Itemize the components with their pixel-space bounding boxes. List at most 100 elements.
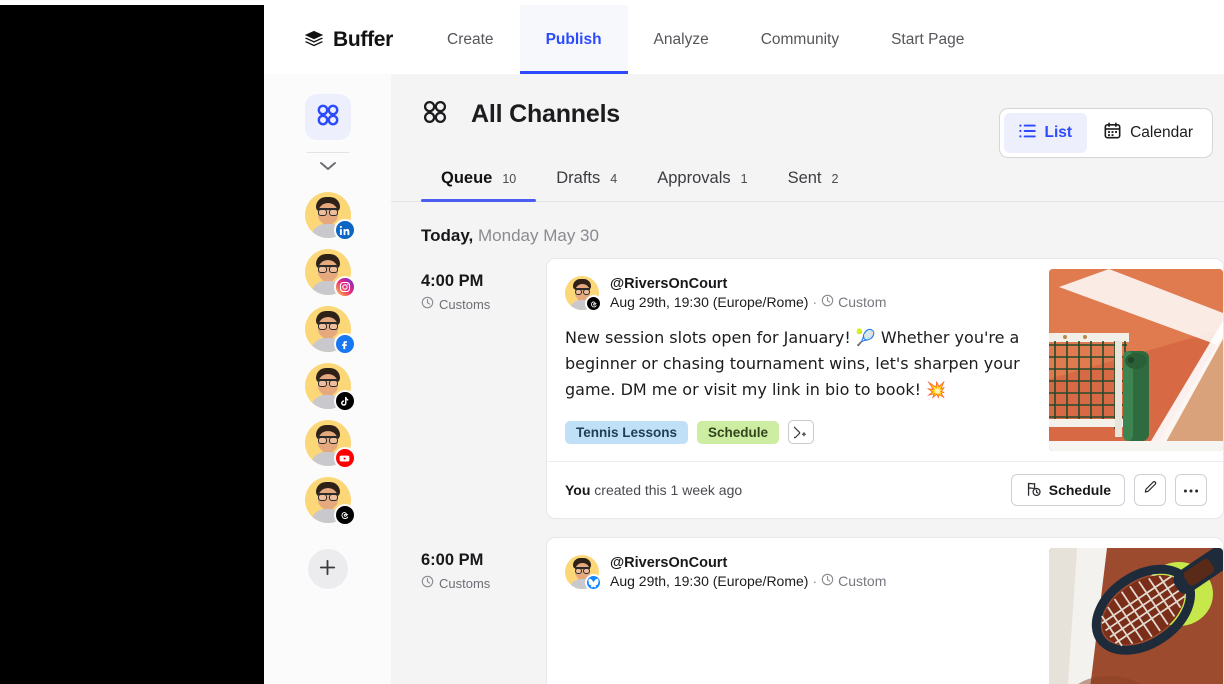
post-custom-badge: Custom xyxy=(821,294,886,310)
brand-name: Buffer xyxy=(333,27,394,51)
tennis-court-net-photo xyxy=(1049,269,1223,451)
tiktok-icon xyxy=(333,390,356,412)
clock-icon xyxy=(421,575,434,591)
tab-queue-label: Queue xyxy=(441,169,493,187)
post-tag[interactable]: Schedule xyxy=(697,420,780,444)
sidebar-divider xyxy=(306,152,349,153)
day-header: Today, Monday May 30 xyxy=(391,202,1224,258)
page-title: All Channels xyxy=(471,100,621,128)
sidebar-channel-instagram[interactable] xyxy=(304,249,356,298)
flag-clock-icon xyxy=(1025,481,1041,500)
post-time-sub-label: Customs xyxy=(439,575,491,591)
post-card[interactable]: @RiversOnCourt Aug 29th, 19:30 (Europe/R… xyxy=(546,258,1224,519)
post-image-wrap[interactable] xyxy=(1049,259,1223,461)
post-footer-detail: created this 1 week ago xyxy=(594,482,743,498)
day-header-today: Today, xyxy=(421,226,474,245)
post-time-block: 4:00 PM Customs xyxy=(421,258,546,519)
post-meta: Aug 29th, 19:30 (Europe/Rome) · Custom xyxy=(610,573,886,589)
tab-sent-count: 2 xyxy=(831,172,839,186)
instagram-icon xyxy=(333,276,356,298)
main-content: All Channels List xyxy=(391,74,1224,684)
status-tabs: Queue 10 Drafts 4 Approvals 1 Sent 2 xyxy=(391,161,1224,202)
post-body: @RiversOnCourt Aug 29th, 19:30 (Europe/R… xyxy=(547,538,1223,684)
tab-drafts-label: Drafts xyxy=(556,169,601,187)
post-left: @RiversOnCourt Aug 29th, 19:30 (Europe/R… xyxy=(547,259,1049,461)
tab-approvals[interactable]: Approvals 1 xyxy=(637,161,767,201)
tab-sent-label: Sent xyxy=(787,169,822,187)
post-handle: @RiversOnCourt xyxy=(610,276,728,292)
sidebar-channel-threads[interactable] xyxy=(304,477,356,526)
post-custom-badge: Custom xyxy=(821,573,886,589)
page-header: All Channels xyxy=(391,74,1224,131)
post-card[interactable]: @RiversOnCourt Aug 29th, 19:30 (Europe/R… xyxy=(546,537,1224,684)
post-header: @RiversOnCourt Aug 29th, 19:30 (Europe/R… xyxy=(565,276,1031,312)
sidebar-expand-button[interactable] xyxy=(313,155,343,181)
channel-sidebar xyxy=(264,74,391,684)
sidebar-channel-tiktok[interactable] xyxy=(304,363,356,412)
post-row: 6:00 PM Customs xyxy=(391,537,1224,684)
chevron-down-icon xyxy=(319,159,337,177)
post-time-sub: Customs xyxy=(421,575,546,591)
clock-icon xyxy=(421,296,434,312)
top-white-strip xyxy=(0,0,1224,5)
avatar xyxy=(565,555,602,591)
top-navigation-bar: Buffer Create Publish Analyze Community … xyxy=(264,5,1224,74)
nav-item-start-page[interactable]: Start Page xyxy=(891,30,965,48)
view-toggle-group: List Calendar xyxy=(998,108,1213,158)
tab-approvals-count: 1 xyxy=(740,172,748,186)
post-footer-author: You xyxy=(565,482,591,498)
post-image-wrap[interactable] xyxy=(1049,538,1223,684)
nav-item-publish[interactable]: Publish xyxy=(519,5,628,74)
ellipsis-icon xyxy=(1183,481,1199,499)
tab-sent[interactable]: Sent 2 xyxy=(768,161,859,201)
grid-dots-icon xyxy=(315,102,341,133)
left-letterbox xyxy=(0,5,264,684)
linkedin-icon xyxy=(333,219,356,241)
tab-approvals-label: Approvals xyxy=(657,169,731,187)
grid-dots-icon xyxy=(421,98,449,131)
youtube-icon xyxy=(333,447,356,469)
sidebar-channel-linkedin[interactable] xyxy=(304,192,356,241)
post-scheduled-time: Aug 29th, 19:30 (Europe/Rome) xyxy=(610,573,809,589)
view-toggle-calendar[interactable]: Calendar xyxy=(1089,113,1208,153)
edit-button[interactable] xyxy=(1134,474,1166,506)
post-actions: Schedule xyxy=(1010,474,1207,506)
calendar-icon xyxy=(1104,122,1121,144)
post-custom-label: Custom xyxy=(838,573,887,589)
post-time: 6:00 PM xyxy=(421,551,484,569)
view-toggle-calendar-label: Calendar xyxy=(1130,124,1193,141)
view-toggle-list-label: List xyxy=(1044,124,1073,141)
sidebar-channel-youtube[interactable] xyxy=(304,420,356,469)
tab-drafts[interactable]: Drafts 4 xyxy=(536,161,637,201)
schedule-button-label: Schedule xyxy=(1048,482,1111,498)
post-tag[interactable]: Tennis Lessons xyxy=(565,420,689,444)
tab-queue-count: 10 xyxy=(502,172,517,186)
sidebar-add-channel-button[interactable] xyxy=(307,549,348,589)
sidebar-all-channels-button[interactable] xyxy=(304,94,351,140)
nav-item-community[interactable]: Community xyxy=(760,30,840,48)
nav-item-create[interactable]: Create xyxy=(447,30,494,48)
post-time: 4:00 PM xyxy=(421,272,484,290)
sidebar-channel-facebook[interactable] xyxy=(304,306,356,355)
post-custom-label: Custom xyxy=(838,294,887,310)
clock-icon xyxy=(821,294,834,310)
view-toggle-list[interactable]: List xyxy=(1003,113,1088,153)
tag-plus-icon[interactable] xyxy=(788,420,815,444)
post-header: @RiversOnCourt Aug 29th, 19:30 (Europe/R… xyxy=(565,555,1031,591)
post-row: 4:00 PM Customs xyxy=(391,258,1224,519)
avatar xyxy=(565,276,602,312)
tab-queue[interactable]: Queue 10 xyxy=(421,161,537,202)
post-meta-separator: · xyxy=(812,573,818,589)
threads-icon xyxy=(333,504,356,526)
avatar xyxy=(304,249,351,295)
post-meta: Aug 29th, 19:30 (Europe/Rome) · Custom xyxy=(610,294,886,310)
schedule-button[interactable]: Schedule xyxy=(1010,474,1125,506)
brand-logo-block[interactable]: Buffer xyxy=(264,5,421,74)
nav-item-analyze[interactable]: Analyze xyxy=(653,30,709,48)
plus-icon xyxy=(319,556,336,582)
tennis-racket-ball-photo xyxy=(1049,548,1223,684)
nav-items: Create Publish Analyze Community Start P… xyxy=(421,5,990,74)
more-options-button[interactable] xyxy=(1175,474,1207,506)
list-icon xyxy=(1018,124,1036,143)
